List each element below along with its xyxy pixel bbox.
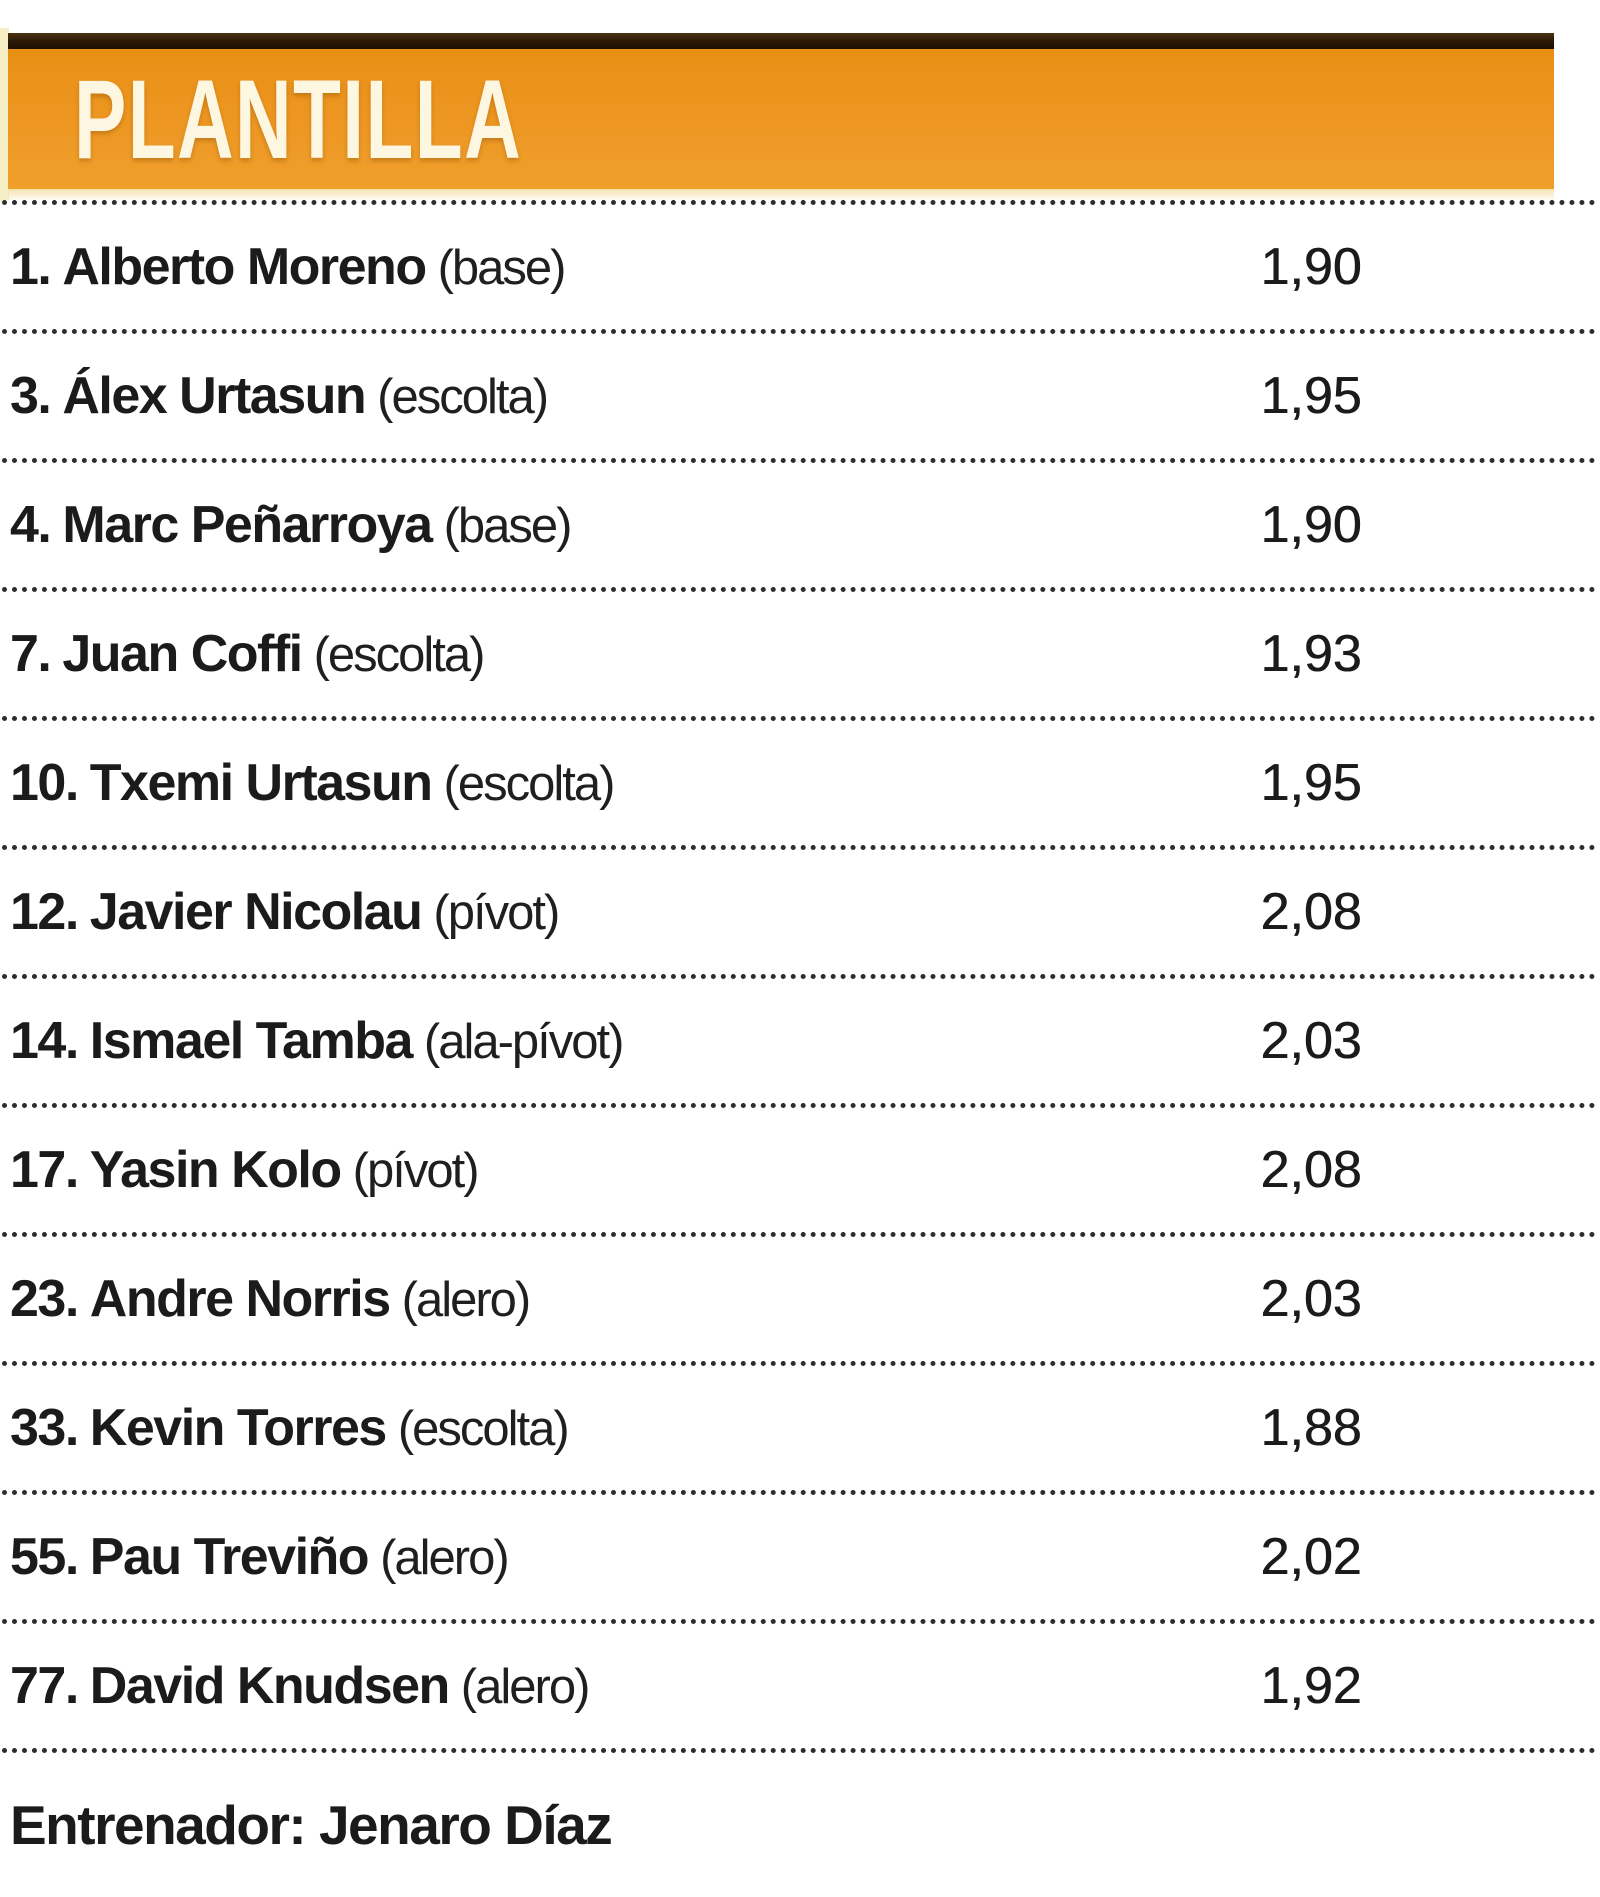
player-number: 3. <box>10 367 52 425</box>
player-cell: 77. David Knudsen (alero) <box>10 1656 591 1716</box>
player-number: 7. <box>10 625 52 683</box>
player-name: Marc Peñarroya <box>62 496 433 554</box>
roster-header: PLANTILLA <box>8 49 1554 189</box>
roster-table: 1. Alberto Moreno (base) 1,90 3. Álex Urtas… <box>2 200 1596 1897</box>
player-number: 17. <box>10 1141 79 1199</box>
player-number: 14. <box>10 1012 79 1070</box>
header-fade <box>8 189 1554 202</box>
player-height: 2,08 <box>1260 1141 1362 1199</box>
player-height: 1,95 <box>1260 754 1362 812</box>
player-name: Ismael Tamba <box>89 1012 414 1070</box>
player-name: Yasin Kolo <box>89 1141 342 1199</box>
player-position: (escolta) <box>397 1402 570 1456</box>
player-row: 14. Ismael Tamba (ala-pívot) 2,03 <box>2 974 1596 1103</box>
player-height: 2,03 <box>1260 1012 1362 1070</box>
player-cell: 17. Yasin Kolo (pívot) <box>10 1140 480 1200</box>
player-row: 23. Andre Norris (alero) 2,03 <box>2 1232 1596 1361</box>
header-top-bar <box>8 33 1554 49</box>
player-number: 10. <box>10 754 79 812</box>
page-title: PLANTILLA <box>74 56 523 182</box>
player-height: 2,08 <box>1260 883 1362 941</box>
player-position: (escolta) <box>313 628 486 682</box>
player-number: 55. <box>10 1528 79 1586</box>
player-cell: 1. Alberto Moreno (base) <box>10 237 567 297</box>
player-name: Andre Norris <box>89 1270 391 1328</box>
player-cell: 12. Javier Nicolau (pívot) <box>10 882 560 942</box>
player-position: (base) <box>437 241 567 295</box>
player-position: (escolta) <box>443 757 616 811</box>
player-height: 2,02 <box>1260 1528 1362 1586</box>
player-row: 7. Juan Coffi (escolta) 1,93 <box>2 587 1596 716</box>
coach-row: Entrenador: Jenaro Díaz <box>2 1748 1596 1897</box>
player-row: 17. Yasin Kolo (pívot) 2,08 <box>2 1103 1596 1232</box>
player-height: 1,92 <box>1260 1657 1362 1715</box>
player-number: 4. <box>10 496 52 554</box>
player-position: (base) <box>443 499 573 553</box>
player-cell: 33. Kevin Torres (escolta) <box>10 1398 570 1458</box>
coach-text: Entrenador: Jenaro Díaz <box>10 1794 613 1856</box>
player-position: (alero) <box>401 1273 532 1327</box>
player-cell: 3. Álex Urtasun (escolta) <box>10 366 549 426</box>
player-name: Kevin Torres <box>89 1399 388 1457</box>
player-cell: 55. Pau Treviño (alero) <box>10 1527 510 1587</box>
player-number: 1. <box>10 238 52 296</box>
player-cell: 7. Juan Coffi (escolta) <box>10 624 486 684</box>
player-height: 1,93 <box>1260 625 1362 683</box>
player-height: 1,95 <box>1260 367 1362 425</box>
player-row: 10. Txemi Urtasun (escolta) 1,95 <box>2 716 1596 845</box>
player-height: 1,90 <box>1260 238 1362 296</box>
player-position: (ala-pívot) <box>423 1015 625 1069</box>
player-position: (escolta) <box>377 370 549 424</box>
player-position: (pívot) <box>433 886 560 940</box>
player-row: 4. Marc Peñarroya (base) 1,90 <box>2 458 1596 587</box>
player-name: Pau Treviño <box>89 1528 370 1586</box>
player-row: 3. Álex Urtasun (escolta) 1,95 <box>2 329 1596 458</box>
player-height: 1,88 <box>1260 1399 1362 1457</box>
player-number: 23. <box>10 1270 79 1328</box>
player-name: Juan Coffi <box>62 625 303 683</box>
player-number: 33. <box>10 1399 79 1457</box>
player-name: Álex Urtasun <box>62 367 366 425</box>
scan-edge-strip <box>0 28 9 202</box>
player-height: 1,90 <box>1260 496 1362 554</box>
player-number: 77. <box>10 1657 79 1715</box>
player-position: (pívot) <box>352 1144 480 1198</box>
player-cell: 4. Marc Peñarroya (base) <box>10 495 573 555</box>
player-height: 2,03 <box>1260 1270 1362 1328</box>
player-cell: 14. Ismael Tamba (ala-pívot) <box>10 1011 625 1071</box>
player-name: Txemi Urtasun <box>89 754 433 812</box>
player-cell: 23. Andre Norris (alero) <box>10 1269 532 1329</box>
player-cell: 10. Txemi Urtasun (escolta) <box>10 753 616 813</box>
player-row: 33. Kevin Torres (escolta) 1,88 <box>2 1361 1596 1490</box>
player-position: (alero) <box>460 1660 591 1714</box>
player-position: (alero) <box>380 1531 510 1585</box>
player-row: 55. Pau Treviño (alero) 2,02 <box>2 1490 1596 1619</box>
player-name: Alberto Moreno <box>62 238 427 296</box>
player-row: 12. Javier Nicolau (pívot) 2,08 <box>2 845 1596 974</box>
player-number: 12. <box>10 883 79 941</box>
player-name: David Knudsen <box>89 1657 451 1715</box>
player-row: 77. David Knudsen (alero) 1,92 <box>2 1619 1596 1748</box>
player-name: Javier Nicolau <box>89 883 423 941</box>
player-row: 1. Alberto Moreno (base) 1,90 <box>2 200 1596 329</box>
